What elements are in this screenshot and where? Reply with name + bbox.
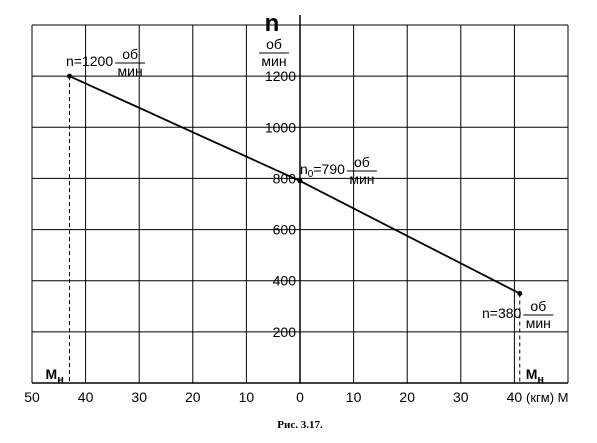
tick-labels: 50 40 30 20 10 0 10 20 30 40 200 400 600 800 1000 1200 <box>24 68 522 405</box>
rated-torque-subscript: н <box>57 374 64 386</box>
y-tick-label: 1200 <box>265 68 296 84</box>
y-tick-label: 1000 <box>265 119 296 135</box>
annotation-value: =790 <box>313 161 345 177</box>
x-tick-label: 0 <box>296 389 304 405</box>
x-tick-label: 40 <box>78 389 94 405</box>
annotation-text: n0=790 <box>300 161 345 180</box>
annotation-unit-denominator: мин <box>526 315 551 331</box>
x-tick-label: 10 <box>239 389 255 405</box>
annotation-unit-numerator: об <box>122 46 138 62</box>
y-tick-label: 200 <box>273 324 297 340</box>
series <box>67 73 523 296</box>
x-tick-label: 30 <box>131 389 147 405</box>
y-axis-title: n <box>265 10 280 37</box>
data-point <box>67 73 73 79</box>
x-tick-label: 20 <box>185 389 201 405</box>
x-axis-title: (кгм) M <box>526 390 568 405</box>
annotation-unit-numerator: об <box>530 298 546 314</box>
axes <box>32 15 568 384</box>
x-tick-label: 10 <box>346 389 362 405</box>
annotation-text: n=1200 <box>66 53 113 69</box>
y-tick-label: 400 <box>273 273 297 289</box>
data-point <box>517 291 523 296</box>
annotation-unit-numerator: об <box>354 154 370 170</box>
annotation-subscript: 0 <box>308 169 314 180</box>
annotation-unit-denominator: мин <box>118 63 143 79</box>
x-tick-label: 50 <box>24 389 40 405</box>
figure-caption: Рис. 3.17. <box>277 419 323 431</box>
x-tick-label: 30 <box>453 389 469 405</box>
y-axis-unit-denominator: мин <box>261 53 286 69</box>
annotation-text: n=380 <box>482 305 522 321</box>
y-axis-unit-numerator: об <box>266 36 282 52</box>
x-tick-label: 40 <box>507 389 523 405</box>
y-tick-label: 600 <box>273 222 297 238</box>
y-tick-label: 800 <box>273 170 297 186</box>
x-tick-label: 20 <box>399 389 415 405</box>
rated-torque-subscript: н <box>537 374 544 386</box>
annotation-unit-denominator: мин <box>349 171 374 187</box>
data-point <box>297 178 303 184</box>
